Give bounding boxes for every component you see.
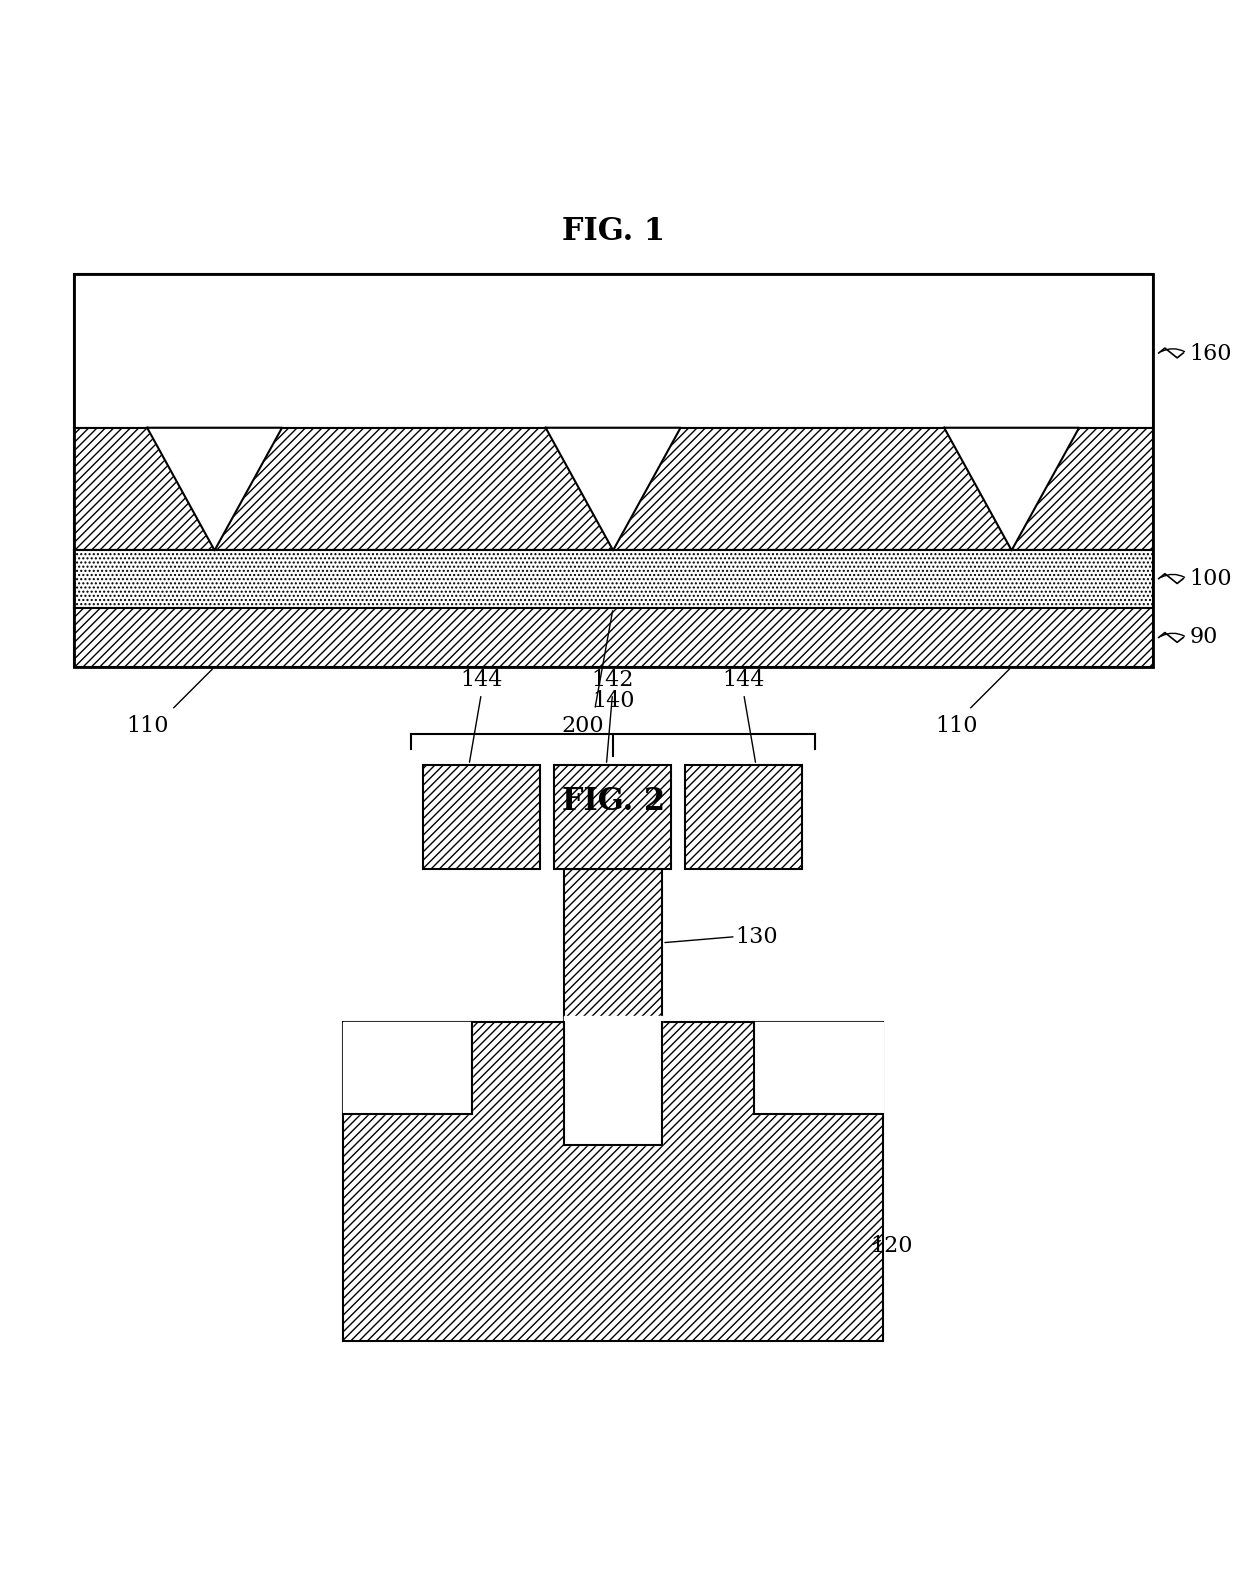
Polygon shape	[754, 1023, 883, 1115]
Bar	[686, 764, 802, 868]
Bar	[564, 868, 662, 1028]
Polygon shape	[564, 1017, 662, 1145]
Text: 160: 160	[1189, 343, 1231, 365]
Bar	[423, 764, 539, 868]
Text: 140: 140	[591, 690, 635, 712]
Bar	[554, 764, 671, 868]
Text: FIG. 1: FIG. 1	[562, 216, 665, 246]
Polygon shape	[148, 428, 281, 551]
Bar	[73, 551, 1153, 608]
Bar	[73, 428, 1153, 551]
Bar	[343, 1023, 883, 1341]
Bar	[73, 275, 1153, 428]
Text: 144: 144	[723, 669, 765, 692]
Text: 110: 110	[126, 715, 169, 737]
Polygon shape	[944, 428, 1079, 551]
Text: 110: 110	[935, 715, 977, 737]
Text: 144: 144	[460, 669, 502, 692]
Text: FIG. 2: FIG. 2	[562, 786, 665, 818]
Text: 120: 120	[870, 1235, 913, 1257]
Bar	[73, 275, 1153, 666]
Text: 90: 90	[1189, 627, 1218, 649]
Polygon shape	[343, 1023, 472, 1115]
Text: 142: 142	[591, 669, 634, 692]
Polygon shape	[546, 428, 681, 551]
Bar	[73, 551, 1153, 608]
Text: 100: 100	[1189, 567, 1233, 589]
Bar	[73, 608, 1153, 666]
Text: 200: 200	[562, 715, 604, 737]
Text: 130: 130	[735, 925, 779, 947]
